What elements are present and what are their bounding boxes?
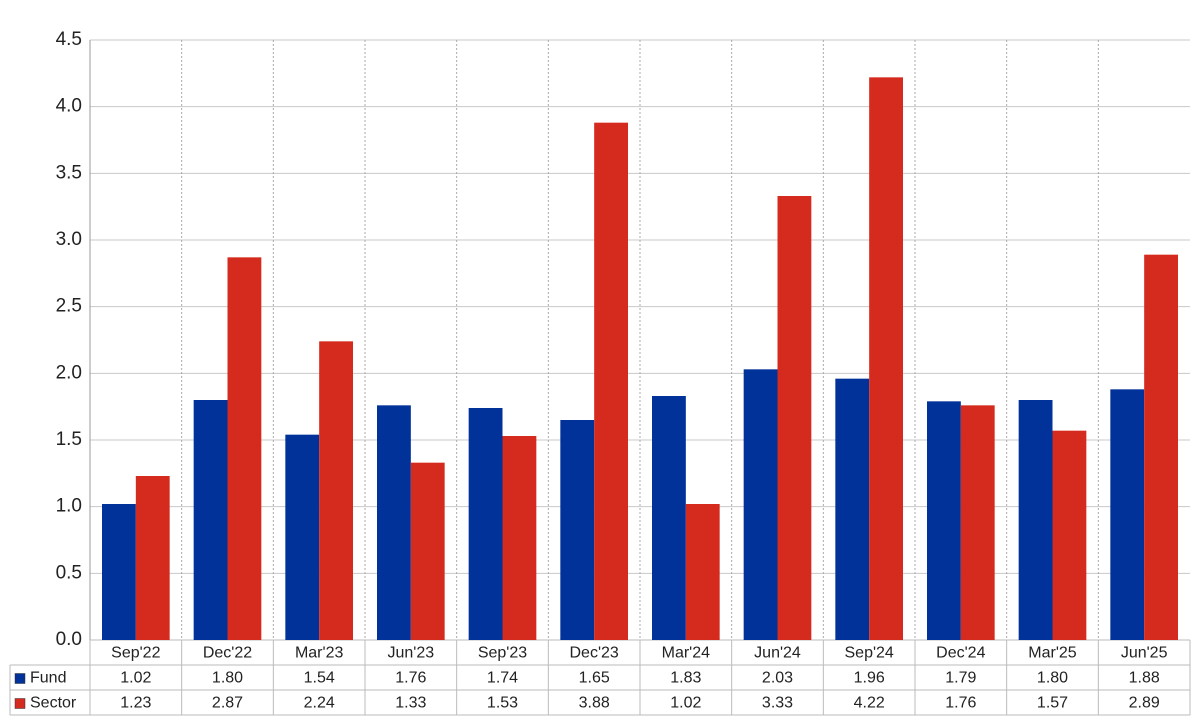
y-tick-label: 4.5 [56,29,82,50]
x-tick-label: Dec'24 [936,645,985,662]
data-label: 1.83 [670,670,701,687]
data-label: 1.96 [854,670,885,687]
legend-label: Sector [30,695,77,712]
data-label: 1.74 [487,670,518,687]
x-tick-label: Dec'22 [203,645,252,662]
y-tick-label: 4.0 [56,96,82,117]
x-tick-label: Sep'22 [111,645,160,662]
legend-label: Fund [30,670,66,687]
x-tick-label: Sep'24 [845,645,894,662]
legend-swatch [14,698,26,709]
y-tick-label: 3.5 [56,162,82,183]
data-label: 1.57 [1037,695,1068,712]
x-tick-label: Jun'24 [754,645,801,662]
bar [377,405,411,640]
data-label: 1.76 [395,670,426,687]
y-tick-label: 2.0 [56,362,82,383]
y-tick-label: 2.5 [56,296,82,317]
bar [227,257,262,640]
bar [502,436,537,640]
bar [468,408,503,640]
bar [594,122,628,640]
x-tick-label: Jun'25 [1121,645,1168,662]
bar [835,378,870,640]
x-tick-label: Dec'23 [570,645,619,662]
bar [1052,430,1087,640]
y-tick-label: 0.5 [56,562,82,583]
data-label: 1.54 [304,670,335,687]
data-label: 1.76 [945,695,976,712]
bar [135,476,170,640]
legend-swatch [14,673,26,684]
data-label: 1.23 [120,695,151,712]
bar [869,77,903,641]
data-label: 2.03 [762,670,793,687]
bar [1110,389,1145,640]
data-label: 1.88 [1129,670,1160,687]
data-label: 4.22 [854,695,885,712]
bar [927,401,961,640]
y-tick-label: 3.0 [56,229,82,250]
bar [1144,254,1178,640]
bar [102,504,136,640]
x-tick-label: Jun'23 [388,645,435,662]
data-label: 1.65 [579,670,610,687]
x-tick-label: Sep'23 [478,645,527,662]
bar [410,462,445,640]
bar [319,341,353,640]
bar [960,405,995,640]
bar [285,434,320,640]
bar [1018,400,1053,640]
x-tick-label: Mar'25 [1028,645,1077,662]
data-label: 1.80 [1037,670,1068,687]
y-tick-label: 0.0 [56,629,82,650]
data-label: 1.79 [945,670,976,687]
data-label: 3.88 [579,695,610,712]
data-label: 2.89 [1129,695,1160,712]
bar [743,369,778,640]
y-tick-label: 1.5 [56,429,82,450]
bar [652,396,686,640]
x-tick-label: Mar'24 [662,645,711,662]
data-label: 2.24 [304,695,335,712]
data-label: 3.33 [762,695,793,712]
bar [193,400,228,640]
x-tick-label: Mar'23 [295,645,344,662]
data-label: 1.53 [487,695,518,712]
data-label: 1.33 [395,695,426,712]
y-tick-label: 1.0 [56,496,82,517]
data-label: 1.02 [670,695,701,712]
bar [777,196,812,640]
bar [560,420,595,640]
bar [685,504,720,640]
data-label: 1.02 [120,670,151,687]
data-label: 2.87 [212,695,243,712]
data-label: 1.80 [212,670,243,687]
